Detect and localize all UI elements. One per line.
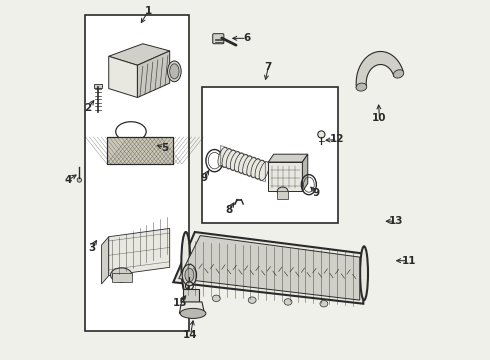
Bar (277, 191, 288, 199)
Text: 15: 15 (172, 298, 187, 308)
Ellipse shape (182, 264, 196, 286)
Ellipse shape (180, 309, 206, 319)
Ellipse shape (360, 246, 368, 300)
Ellipse shape (230, 152, 240, 170)
Ellipse shape (218, 147, 227, 166)
Ellipse shape (356, 83, 367, 91)
Bar (107, 137, 173, 164)
Ellipse shape (320, 301, 328, 307)
Ellipse shape (212, 295, 220, 302)
Text: 3: 3 (88, 243, 95, 253)
Polygon shape (173, 232, 364, 304)
Polygon shape (179, 302, 204, 314)
Ellipse shape (111, 268, 132, 282)
Bar (85, 15, 190, 330)
Text: 14: 14 (183, 330, 198, 340)
Text: 5: 5 (161, 143, 168, 153)
Polygon shape (302, 154, 308, 192)
Text: 9: 9 (200, 173, 207, 183)
Ellipse shape (239, 154, 248, 173)
Ellipse shape (255, 160, 265, 179)
Ellipse shape (170, 64, 179, 79)
Text: 7: 7 (265, 62, 272, 72)
Polygon shape (101, 237, 109, 284)
Polygon shape (109, 56, 137, 98)
Ellipse shape (277, 187, 288, 196)
Bar (202, 87, 338, 223)
Text: 12: 12 (330, 135, 345, 144)
Polygon shape (109, 44, 170, 65)
Text: 1: 1 (145, 6, 152, 17)
Polygon shape (109, 228, 170, 276)
Text: 9: 9 (313, 188, 319, 198)
Bar (112, 273, 132, 282)
Polygon shape (269, 154, 308, 162)
Bar (107, 137, 173, 164)
Text: 8: 8 (225, 206, 232, 216)
Ellipse shape (168, 61, 181, 82)
FancyBboxPatch shape (213, 34, 224, 44)
Ellipse shape (226, 150, 236, 169)
Polygon shape (179, 235, 360, 300)
Text: 6: 6 (243, 33, 250, 43)
Ellipse shape (234, 153, 244, 172)
Ellipse shape (284, 299, 292, 305)
Ellipse shape (181, 232, 190, 293)
Text: 2: 2 (84, 103, 92, 113)
Ellipse shape (393, 70, 404, 78)
Ellipse shape (248, 297, 256, 303)
Ellipse shape (318, 131, 325, 138)
Text: 13: 13 (389, 216, 404, 226)
Ellipse shape (251, 159, 261, 177)
Polygon shape (183, 289, 199, 302)
Text: 10: 10 (372, 113, 387, 123)
Bar (95, 84, 101, 88)
Ellipse shape (185, 268, 194, 282)
Ellipse shape (259, 162, 269, 180)
Bar (269, 162, 302, 192)
Polygon shape (137, 51, 170, 98)
Ellipse shape (247, 157, 256, 176)
Ellipse shape (222, 149, 232, 168)
Text: 11: 11 (402, 256, 416, 266)
Polygon shape (356, 51, 403, 88)
Ellipse shape (77, 178, 81, 182)
Ellipse shape (243, 156, 252, 175)
Text: 4: 4 (65, 175, 72, 185)
